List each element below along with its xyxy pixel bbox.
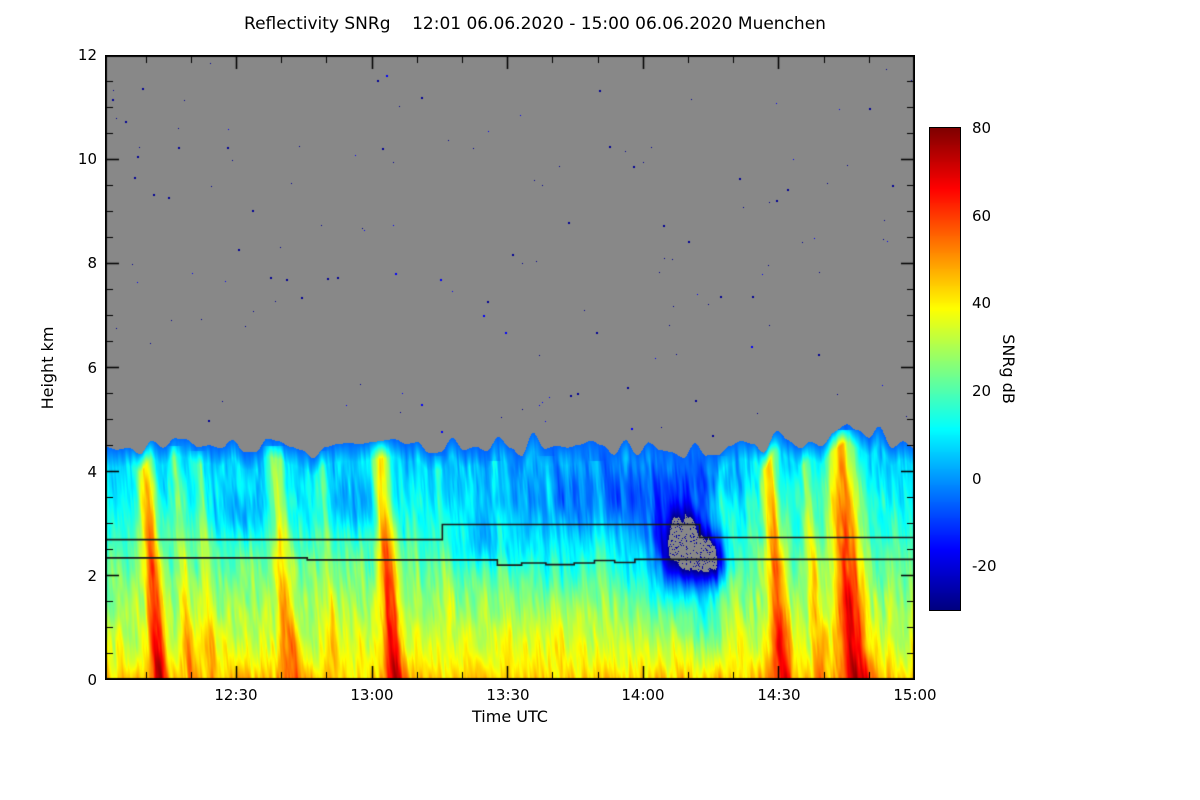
chart-title: Reflectivity SNRg 12:01 06.06.2020 - 15:… bbox=[244, 14, 826, 34]
y-tick-label: 12 bbox=[77, 46, 97, 64]
x-axis-label: Time UTC bbox=[472, 707, 548, 726]
colorbar bbox=[929, 127, 961, 611]
colorbar-axis-label: SNRg dB bbox=[999, 334, 1018, 404]
colorbar-tick-label: 40 bbox=[972, 294, 992, 312]
colorbar-tick-label: 0 bbox=[972, 470, 982, 488]
colorbar-tick-label: 80 bbox=[972, 119, 992, 137]
x-tick-label: 13:00 bbox=[350, 686, 394, 704]
x-tick-label: 14:30 bbox=[757, 686, 801, 704]
colorbar-tick-label: -20 bbox=[972, 557, 997, 575]
colorbar-tick-label: 20 bbox=[972, 382, 992, 400]
y-axis-label: Height km bbox=[38, 326, 57, 410]
y-tick-label: 8 bbox=[87, 254, 97, 272]
x-tick-label: 12:30 bbox=[214, 686, 258, 704]
x-tick-label: 13:30 bbox=[486, 686, 530, 704]
y-tick-label: 0 bbox=[87, 671, 97, 689]
x-tick-label: 15:00 bbox=[893, 686, 937, 704]
y-tick-label: 10 bbox=[77, 150, 97, 168]
y-tick-label: 2 bbox=[87, 567, 97, 585]
x-tick-label: 14:00 bbox=[621, 686, 665, 704]
y-tick-label: 4 bbox=[87, 463, 97, 481]
y-tick-label: 6 bbox=[87, 359, 97, 377]
heatmap-canvas bbox=[105, 55, 915, 680]
colorbar-tick-label: 60 bbox=[972, 207, 992, 225]
